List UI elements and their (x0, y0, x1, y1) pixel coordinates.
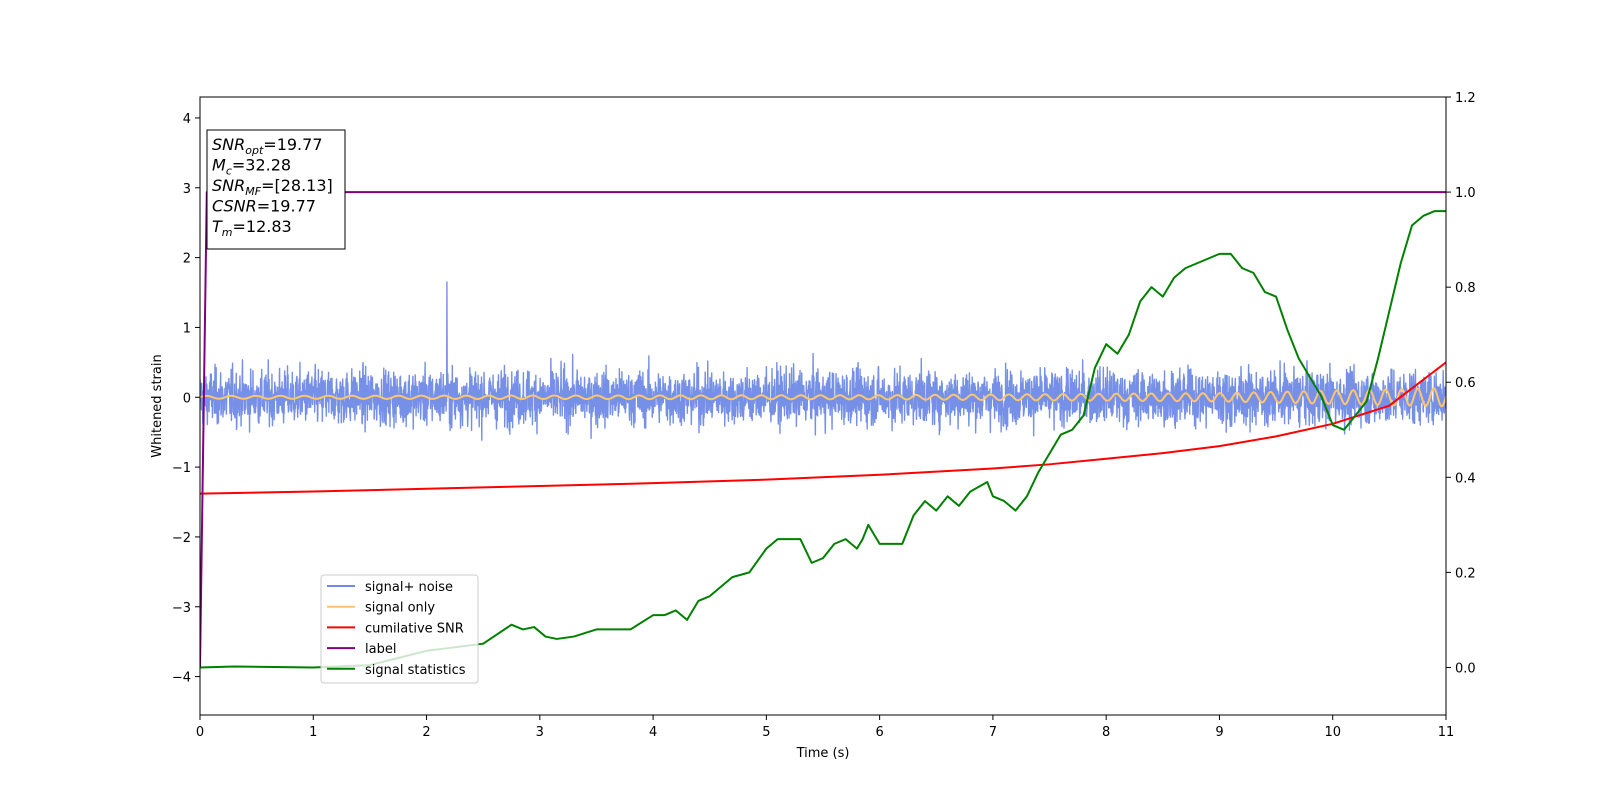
legend-label: signal statistics (365, 663, 466, 678)
annotation-line: CSNR=19.77 (212, 197, 316, 216)
x-tick-label: 9 (1215, 725, 1223, 740)
annotation-box: SNRopt=19.77Mc=32.28SNRMF=[28.13]CSNR=19… (206, 129, 346, 250)
series-line-cumilative-snr (200, 361, 1446, 495)
annotation-line: SNRopt=19.77 (212, 135, 323, 157)
y-left-tick-label: 3 (183, 182, 191, 197)
legend-label: label (365, 642, 396, 657)
x-tick-label: 6 (875, 725, 883, 740)
y-left-tick-label: −4 (172, 671, 191, 686)
series-line-signal-only (200, 387, 1446, 408)
y-right-tick-label: 1.0 (1455, 186, 1476, 201)
legend-label: signal only (365, 601, 435, 616)
legend-frame (320, 574, 479, 684)
y-left-tick-label: −1 (172, 461, 191, 476)
x-tick-label: 10 (1324, 725, 1341, 740)
x-tick-label: 3 (536, 725, 544, 740)
y-right-tick-label: 1.2 (1455, 91, 1476, 106)
legend-label: cumilative SNR (365, 621, 464, 636)
annotation-frame (206, 129, 346, 250)
x-tick-label: 1 (309, 725, 317, 740)
series-line-signal-noise (200, 281, 1446, 441)
y-axis-title: Whitened strain (150, 354, 165, 457)
x-axis-title: Time (s) (796, 746, 850, 761)
annotation-line: SNRMF=[28.13] (212, 176, 333, 198)
y-right-tick-label: 0.6 (1455, 376, 1476, 391)
x-tick-label: 7 (989, 725, 997, 740)
annotation-line: Mc=32.28 (212, 156, 291, 178)
legend: signal+ noise signal only cumilative SNR la… (320, 574, 479, 684)
plot-frame (199, 96, 1447, 716)
x-tick-label: 0 (196, 725, 204, 740)
legend-label: signal+ noise (365, 580, 453, 595)
y-right-tick-label: 0.4 (1455, 471, 1476, 486)
x-tick-label: 5 (762, 725, 770, 740)
x-tick-label: 11 (1438, 725, 1455, 740)
y-left-tick-label: −3 (172, 601, 191, 616)
y-right-tick-label: 0.8 (1455, 281, 1476, 296)
y-left-tick-label: −2 (172, 531, 191, 546)
y-right-tick-label: 0.0 (1455, 661, 1476, 676)
x-tick-label: 8 (1102, 725, 1110, 740)
annotation-line: Tm=12.83 (212, 217, 292, 239)
series-line-signal-statistics (200, 210, 1446, 669)
x-tick-label: 4 (649, 725, 657, 740)
y-left-tick-label: 1 (183, 321, 191, 336)
y-right-tick-label: 0.2 (1455, 566, 1476, 581)
y-left-tick-label: 0 (183, 391, 191, 406)
y-left-tick-label: 2 (183, 252, 191, 267)
y-left-tick-label: 4 (183, 112, 191, 127)
x-tick-label: 2 (422, 725, 430, 740)
